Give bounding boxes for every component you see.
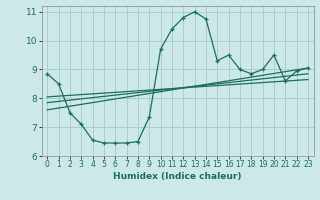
X-axis label: Humidex (Indice chaleur): Humidex (Indice chaleur) [113,172,242,181]
